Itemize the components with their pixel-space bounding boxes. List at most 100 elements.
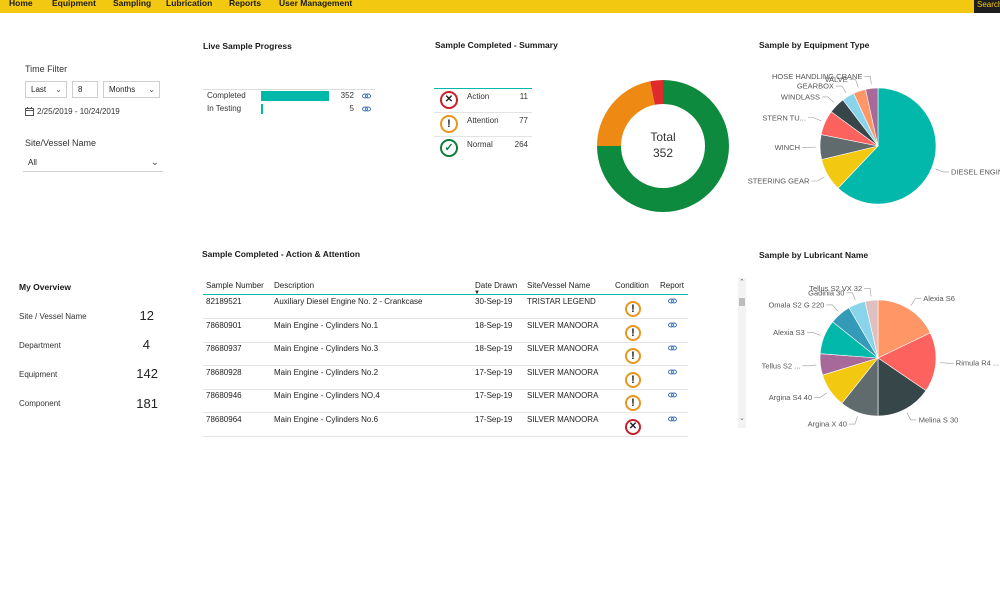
report-link-icon[interactable] [668,322,677,328]
time-filter-label: Time Filter [25,64,68,74]
col-header-report[interactable]: Report [660,281,685,290]
cell-sample-number: 78680901 [206,320,242,330]
cell-sample-number: 82189521 [206,297,242,306]
pie-leader-line [935,168,950,173]
pie-slice[interactable] [877,332,937,392]
nav-reports[interactable]: Reports [229,0,262,8]
search-button[interactable]: Search [974,0,1000,13]
link-icon[interactable] [362,93,371,99]
link-icon[interactable] [362,106,371,112]
overview-value-component: 181 [136,396,158,411]
nav-sampling[interactable]: Sampling [113,0,152,8]
pie-leader-line [802,364,817,367]
cell-description: Auxiliary Diesel Engine No. 2 - Crankcas… [274,297,423,306]
attention-icon: ! [625,348,641,364]
col-header-condition[interactable]: Condition [615,281,649,290]
pie-leader-line [910,298,922,306]
col-header-sample[interactable]: Sample Number [206,281,264,290]
report-link-icon[interactable] [668,392,677,398]
pie-label: STERN TU... [762,113,806,122]
progress-bar-testing [261,104,263,114]
pie-label: Rimula R4 ... [956,359,999,368]
pie-label: Argina X 40 [808,420,847,429]
table-row-divider [203,435,688,437]
scroll-up-icon[interactable]: ⌃ [739,279,745,286]
cell-site-vessel: SILVER MANOORA [527,320,599,330]
period-unit-value: Months [109,85,136,94]
pie-leader-line [864,76,872,85]
site-vessel-select[interactable]: All ⌄ [23,155,163,172]
pie-leader-line [939,362,954,364]
cell-date-drawn: 17-Sep-19 [475,414,513,424]
report-link-icon[interactable] [668,369,677,375]
period-unit-select[interactable]: Months ⌄ [103,81,160,98]
col-header-site[interactable]: Site/Vessel Name [527,281,591,290]
cell-site-vessel: TRISTAR LEGEND [527,297,596,306]
calendar-icon[interactable] [25,107,34,116]
pie-leader-line [864,288,872,297]
overview-value-department: 4 [142,337,150,352]
pie-label: Tellus S2 ... [762,361,801,370]
cell-date-drawn: 30-Sep-19 [475,297,513,306]
pie-slice[interactable] [837,87,937,205]
table-scrollbar[interactable]: ⌃ ⌄ [738,278,746,428]
col-header-date[interactable]: Date Drawn [475,281,518,290]
action-icon: ✕ [440,91,458,109]
period-select[interactable]: Last ⌄ [25,81,67,98]
nav-user-management[interactable]: User Management [279,0,353,8]
progress-value-completed: 352 [340,91,354,100]
pie-label: Melina S 30 [919,415,959,424]
overview-value-site: 12 [139,308,154,323]
report-link-icon[interactable] [668,298,677,304]
overview-label-site: Site / Vessel Name [19,312,87,321]
pie-label: Gadinia 30 [808,288,844,297]
pie-slice[interactable] [864,299,879,359]
nav-lubrication[interactable]: Lubrication [166,0,213,8]
attention-icon: ! [625,395,641,411]
pie-leader-line [846,292,856,301]
pie-label: Argina S4 40 [769,393,812,402]
period-count-input[interactable]: 8 [72,81,98,98]
check-icon: ✓ [440,139,458,157]
pie-label: HOSE HANDLING CRANE [772,72,862,81]
col-header-description[interactable]: Description [274,281,315,290]
donut-slice-attention[interactable] [597,81,655,146]
pie-label: Omala S2 G 220 [768,300,824,309]
pie-leader-line [806,332,821,336]
cell-description: Main Engine - Cylinders No.3 [274,344,379,353]
pie-slice[interactable] [877,299,931,359]
pie-slice[interactable] [877,357,927,417]
nav-home[interactable]: Home [9,0,33,8]
report-link-icon[interactable] [668,416,677,422]
divider [203,89,375,90]
sort-down-icon[interactable]: ▼ [474,290,480,296]
pie-slice[interactable] [865,87,879,147]
chevron-down-icon: ⌄ [55,85,62,94]
donut-slice-action[interactable] [650,80,663,105]
pie-label: Alexia S6 [923,294,955,303]
action-table-title: Sample Completed - Action & Attention [202,249,361,259]
summary-label-normal: Normal [467,140,493,149]
site-vessel-value: All [28,158,37,167]
table-row-divider [203,388,688,390]
overview-label-department: Department [19,341,61,350]
chevron-down-icon: ⌄ [150,157,159,168]
pie-leader-line [906,412,917,421]
divider [434,136,532,137]
report-link-icon[interactable] [668,345,677,351]
overview-label-equipment: Equipment [19,370,58,379]
pie-label: Alexia S3 [773,328,805,337]
summary-donut-chart: Total 352 [597,80,729,212]
cell-site-vessel: SILVER MANOORA [527,414,599,424]
progress-bar-completed [261,91,329,101]
cell-site-vessel: SILVER MANOORA [527,367,599,377]
donut-slice-normal[interactable] [597,80,729,212]
progress-label-completed: Completed [207,91,246,100]
summary-title: Sample Completed - Summary [435,40,558,50]
period-count-value: 8 [78,85,83,94]
nav-equipment[interactable]: Equipment [52,0,96,8]
pie-label: VALVE [825,75,848,84]
lubricant-chart-title: Sample by Lubricant Name [759,250,869,260]
scroll-down-icon[interactable]: ⌄ [739,415,745,422]
scrollbar-thumb[interactable] [739,298,745,306]
